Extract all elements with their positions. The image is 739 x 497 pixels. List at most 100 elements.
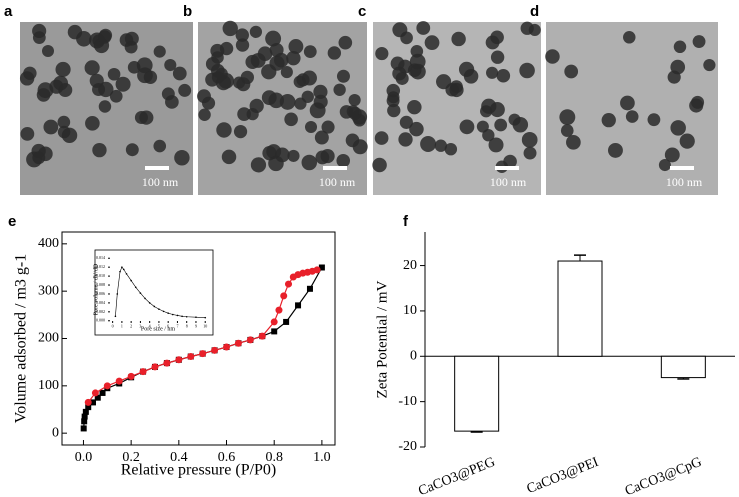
particle xyxy=(269,42,284,57)
particle xyxy=(486,66,499,79)
particle xyxy=(625,110,639,123)
particle xyxy=(153,139,167,153)
panel-label: f xyxy=(403,213,409,230)
particle xyxy=(476,120,489,133)
particle xyxy=(564,64,579,79)
particle xyxy=(245,54,260,70)
marker xyxy=(280,292,288,300)
particle xyxy=(36,88,51,102)
marker xyxy=(103,382,111,390)
particle xyxy=(445,82,459,97)
marker xyxy=(114,315,117,318)
scale-bar-label: 100 nm xyxy=(490,175,527,189)
marker xyxy=(99,389,106,396)
particle xyxy=(623,31,636,44)
marker xyxy=(119,270,121,273)
particle xyxy=(287,149,300,162)
particle xyxy=(673,40,687,54)
particle xyxy=(284,112,298,127)
particle xyxy=(314,130,329,145)
y-tick-label: 0.008 xyxy=(96,282,105,287)
particle xyxy=(490,50,505,64)
particle xyxy=(559,109,576,126)
particle xyxy=(98,100,112,113)
y-tick-label: 0 xyxy=(52,425,59,440)
x-tick-label: 10 xyxy=(203,324,207,329)
particle xyxy=(387,91,400,104)
particle xyxy=(352,139,368,155)
y-tick-label: -20 xyxy=(398,439,417,454)
particle xyxy=(313,84,328,99)
particle xyxy=(519,62,535,79)
particle xyxy=(658,159,671,172)
marker xyxy=(275,306,283,314)
marker xyxy=(234,339,242,347)
particle xyxy=(219,41,234,56)
particle xyxy=(503,154,517,169)
panel-label: e xyxy=(8,213,16,230)
y-axis-label: Zeta Potential / mV xyxy=(374,280,390,398)
particle xyxy=(545,49,560,64)
particle xyxy=(38,146,53,162)
particle xyxy=(198,108,211,121)
particle xyxy=(399,115,413,129)
y-tick-label: -10 xyxy=(398,394,417,409)
particle xyxy=(410,63,426,80)
particle xyxy=(508,113,521,126)
x-tick-label: 0 xyxy=(112,324,114,329)
particle xyxy=(679,133,695,149)
marker xyxy=(204,316,207,319)
particle xyxy=(444,142,458,156)
marker xyxy=(80,425,87,432)
marker xyxy=(89,399,96,406)
particle xyxy=(92,142,107,158)
marker xyxy=(134,286,137,289)
particle xyxy=(302,70,317,86)
y-tick-label: 0.014 xyxy=(96,255,105,260)
marker xyxy=(181,315,183,318)
particle xyxy=(119,33,134,47)
particle xyxy=(84,60,100,76)
particle xyxy=(67,24,83,40)
marker xyxy=(211,346,219,354)
marker xyxy=(258,332,266,340)
panel-label: a xyxy=(4,3,13,20)
marker xyxy=(185,315,188,318)
scale-bar xyxy=(323,166,347,170)
particle xyxy=(153,45,166,58)
particle xyxy=(89,73,104,88)
particle xyxy=(109,89,123,103)
x-tick-label: 2 xyxy=(130,324,132,329)
particle xyxy=(222,20,238,37)
marker xyxy=(151,363,159,371)
x-axis-label: Pore size / nm xyxy=(141,326,175,332)
marker xyxy=(127,372,135,380)
particle xyxy=(333,83,346,96)
x-tick-label: CaCO3@PEG xyxy=(416,455,497,497)
particle xyxy=(523,146,537,160)
panel-label: d xyxy=(530,3,539,20)
particle xyxy=(165,95,179,109)
x-tick-label: 1 xyxy=(121,324,123,329)
particle xyxy=(520,21,534,35)
particle xyxy=(164,58,177,72)
marker xyxy=(121,266,123,268)
marker xyxy=(148,302,151,304)
y-tick-label: 0.004 xyxy=(96,300,105,305)
marker xyxy=(82,408,89,415)
marker xyxy=(91,389,99,397)
particle xyxy=(304,120,318,134)
particle xyxy=(237,107,251,121)
x-tick-label: 0.4 xyxy=(170,450,188,465)
marker xyxy=(139,368,147,376)
y-axis-label: Volume adsorbed / m3 g-1 xyxy=(13,254,30,423)
marker xyxy=(153,305,156,308)
panel-label: b xyxy=(183,3,192,20)
particle xyxy=(620,95,635,111)
particle xyxy=(667,70,681,84)
scale-bar xyxy=(670,166,694,170)
panel-label: c xyxy=(358,3,366,20)
particle xyxy=(416,21,431,35)
marker xyxy=(139,292,142,294)
marker xyxy=(144,297,146,300)
